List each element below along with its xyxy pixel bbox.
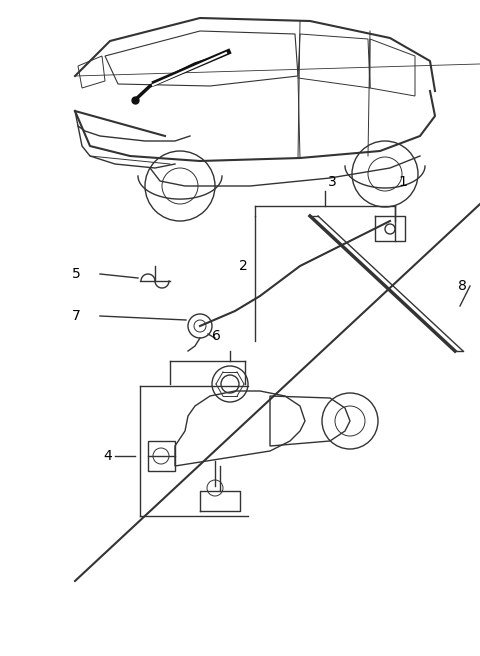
- Text: 8: 8: [458, 279, 467, 293]
- Text: 2: 2: [239, 259, 248, 273]
- Text: 7: 7: [72, 309, 81, 323]
- Text: 3: 3: [328, 175, 337, 189]
- Text: 5: 5: [72, 267, 81, 281]
- Text: 4: 4: [103, 449, 112, 463]
- Text: 6: 6: [212, 329, 221, 343]
- Text: 1: 1: [398, 175, 407, 189]
